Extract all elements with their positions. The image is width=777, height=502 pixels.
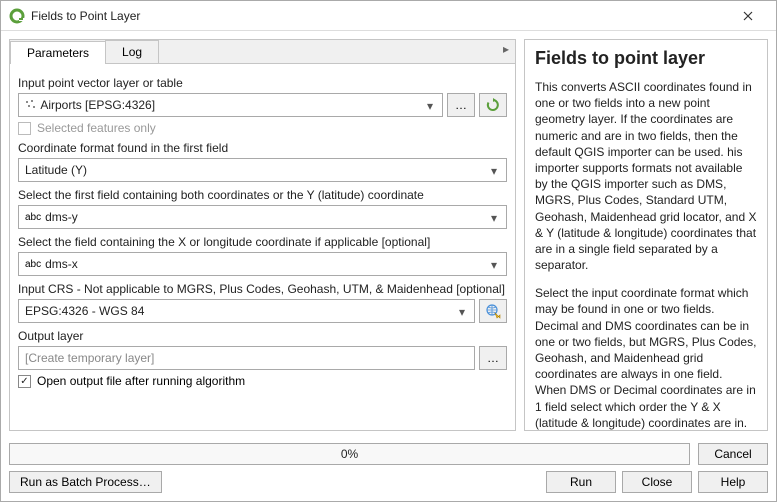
tab-parameters[interactable]: Parameters <box>10 41 106 64</box>
label-input-crs: Input CRS - Not applicable to MGRS, Plus… <box>18 282 507 296</box>
x-field-value: dms-x <box>45 257 78 271</box>
help-paragraph-1: This converts ASCII coordinates found in… <box>535 79 757 273</box>
reload-layer-button[interactable] <box>479 93 507 117</box>
first-field-combo[interactable]: abc dms-y ▾ <box>18 205 507 229</box>
collapse-help-icon[interactable]: ▸ <box>497 40 515 63</box>
chevron-down-icon: ▾ <box>486 163 502 179</box>
input-crs-value: EPSG:4326 - WGS 84 <box>25 304 144 318</box>
run-batch-button[interactable]: Run as Batch Process… <box>9 471 162 493</box>
help-pane: Fields to point layer This converts ASCI… <box>524 39 768 431</box>
label-x-field: Select the field containing the X or lon… <box>18 235 507 249</box>
select-crs-button[interactable] <box>479 299 507 323</box>
input-crs-combo[interactable]: EPSG:4326 - WGS 84 ▾ <box>18 299 475 323</box>
output-layer-input[interactable]: [Create temporary layer] <box>18 346 475 370</box>
points-icon <box>25 99 37 111</box>
open-output-checkbox[interactable]: ✓ <box>18 375 31 388</box>
parameters-pane: Parameters Log ▸ Input point vector laye… <box>9 39 516 431</box>
help-title: Fields to point layer <box>535 48 757 69</box>
output-layer-placeholder: [Create temporary layer] <box>25 351 154 365</box>
chevron-down-icon: ▾ <box>486 257 502 273</box>
chevron-down-icon: ▾ <box>454 304 470 320</box>
chevron-down-icon: ▾ <box>486 210 502 226</box>
content-area: Parameters Log ▸ Input point vector laye… <box>1 31 776 439</box>
app-icon <box>9 8 25 24</box>
progress-text: 0% <box>341 447 358 461</box>
coord-format-combo[interactable]: Latitude (Y) ▾ <box>18 158 507 182</box>
input-layer-value: Airports [EPSG:4326] <box>40 98 155 112</box>
run-button[interactable]: Run <box>546 471 616 493</box>
input-layer-combo[interactable]: Airports [EPSG:4326] ▾ <box>18 93 443 117</box>
text-field-icon: abc <box>25 259 41 270</box>
label-input-layer: Input point vector layer or table <box>18 76 507 90</box>
help-button[interactable]: Help <box>698 471 768 493</box>
cancel-button[interactable]: Cancel <box>698 443 768 465</box>
browse-output-button[interactable]: … <box>479 346 507 370</box>
selected-only-label: Selected features only <box>37 121 156 135</box>
label-coord-format: Coordinate format found in the first fie… <box>18 141 507 155</box>
titlebar: Fields to Point Layer <box>1 1 776 31</box>
help-paragraph-2: Select the input coordinate format which… <box>535 285 757 431</box>
window-title: Fields to Point Layer <box>31 9 728 23</box>
browse-layer-button[interactable]: … <box>447 93 475 117</box>
text-field-icon: abc <box>25 212 41 223</box>
tab-bar: Parameters Log ▸ <box>10 40 515 64</box>
parameters-form: Input point vector layer or table Airpor… <box>10 64 515 430</box>
spacer <box>168 471 540 493</box>
x-field-combo[interactable]: abc dms-x ▾ <box>18 252 507 276</box>
close-window-button[interactable] <box>728 2 768 30</box>
chevron-down-icon: ▾ <box>422 98 438 114</box>
tab-log[interactable]: Log <box>105 40 159 63</box>
bottom-bar: 0% Cancel Run as Batch Process… Run Clos… <box>1 439 776 501</box>
first-field-value: dms-y <box>45 210 78 224</box>
label-first-field: Select the first field containing both c… <box>18 188 507 202</box>
coord-format-value: Latitude (Y) <box>25 163 87 177</box>
open-output-label: Open output file after running algorithm <box>37 374 245 388</box>
label-output-layer: Output layer <box>18 329 507 343</box>
selected-only-checkbox <box>18 122 31 135</box>
close-button[interactable]: Close <box>622 471 692 493</box>
progress-bar: 0% <box>9 443 690 465</box>
